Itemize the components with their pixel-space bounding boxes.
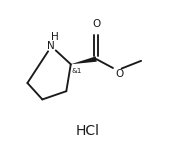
Text: HCl: HCl xyxy=(76,124,100,138)
Text: H: H xyxy=(51,32,58,42)
Text: N: N xyxy=(48,41,55,51)
Text: O: O xyxy=(92,19,100,29)
Text: &1: &1 xyxy=(71,68,82,74)
Polygon shape xyxy=(71,56,97,64)
Text: O: O xyxy=(115,69,124,79)
